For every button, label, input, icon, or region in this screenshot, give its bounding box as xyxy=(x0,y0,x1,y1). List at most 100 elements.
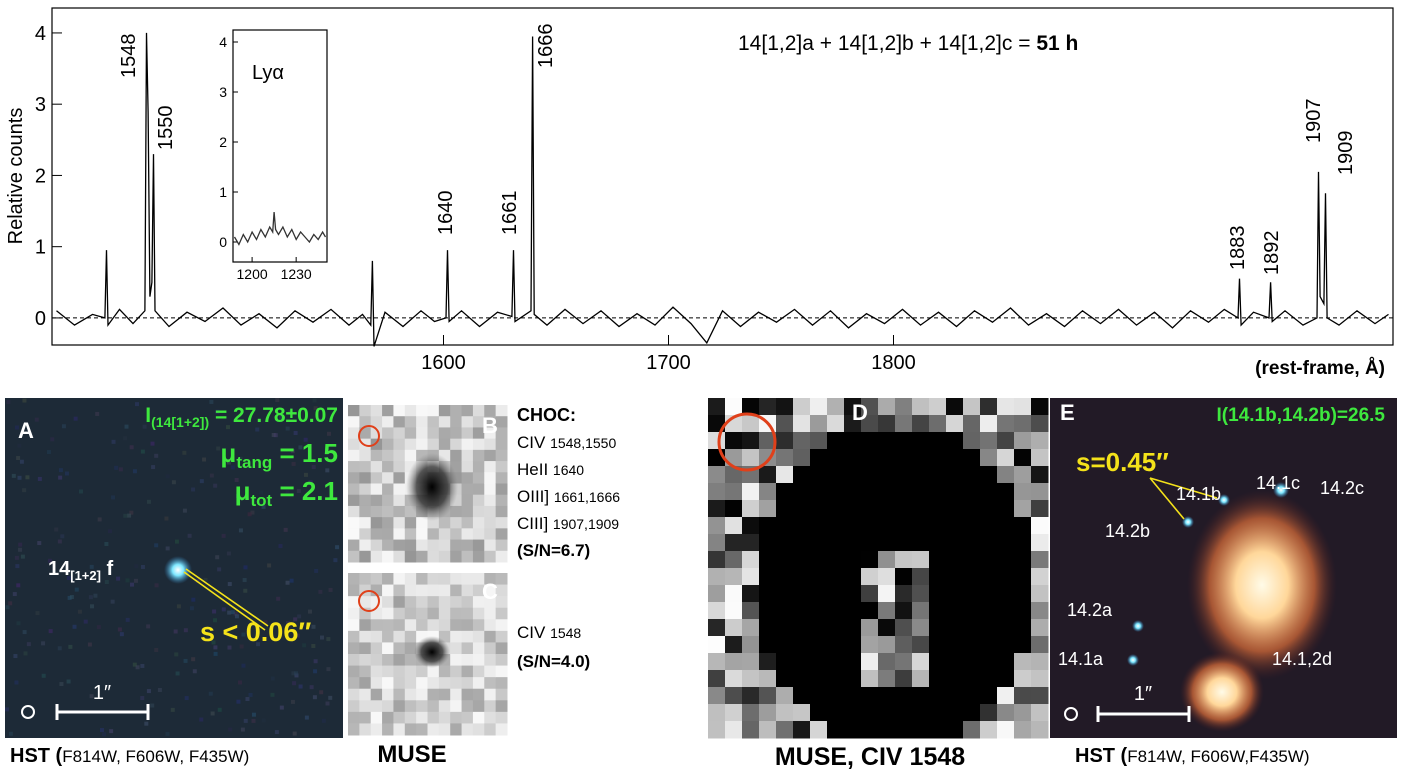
pixel xyxy=(708,483,726,501)
pixel xyxy=(472,584,485,597)
pixel xyxy=(416,539,428,552)
pixel xyxy=(472,550,485,563)
pixel xyxy=(450,517,463,529)
noise-pixel xyxy=(117,627,122,632)
pixel xyxy=(359,619,372,632)
pixel xyxy=(393,438,406,451)
pixel xyxy=(484,405,497,417)
pixel xyxy=(963,551,981,569)
pixel xyxy=(895,636,913,654)
pixel xyxy=(393,427,406,440)
scale-bar xyxy=(1096,706,1191,722)
noise-pixel xyxy=(325,468,330,473)
pixel xyxy=(472,416,485,428)
pixel xyxy=(450,584,463,597)
pixel xyxy=(393,619,406,632)
pixel xyxy=(416,427,428,440)
pixel xyxy=(793,415,811,433)
noise-pixel xyxy=(270,676,275,681)
noise-pixel xyxy=(256,642,261,647)
noise-pixel xyxy=(16,456,21,461)
noise-pixel xyxy=(22,488,27,493)
pixel xyxy=(912,619,930,637)
pixel xyxy=(895,449,913,467)
noise-pixel xyxy=(274,730,279,735)
pixel xyxy=(472,596,485,609)
pixel xyxy=(1014,483,1032,501)
noise-pixel xyxy=(230,610,235,615)
y-tick-label: 3 xyxy=(219,84,227,100)
pixel xyxy=(708,687,726,705)
pixel xyxy=(946,602,964,620)
pixel xyxy=(416,619,428,632)
pixel xyxy=(725,704,743,722)
noise-pixel xyxy=(5,707,10,712)
pixel xyxy=(1014,551,1032,569)
pixel xyxy=(776,602,794,620)
pixel xyxy=(472,677,485,690)
noise-pixel xyxy=(211,640,216,645)
pixel xyxy=(980,432,998,450)
noise-pixel xyxy=(140,449,145,454)
pixel xyxy=(472,461,485,473)
pixel xyxy=(382,677,394,690)
pixel xyxy=(472,723,485,736)
pixel xyxy=(861,636,879,654)
noise-pixel xyxy=(238,456,243,461)
noise-pixel xyxy=(174,652,179,657)
spectrum-line xyxy=(233,211,327,246)
pixel xyxy=(963,398,981,416)
pixel xyxy=(461,494,474,507)
subscript: (14[1+2]) xyxy=(151,414,209,430)
pixel xyxy=(450,449,463,462)
pixel xyxy=(997,534,1015,552)
pixel xyxy=(708,670,726,688)
pixel xyxy=(878,466,896,484)
noise-pixel xyxy=(248,692,253,697)
pixel xyxy=(484,550,497,563)
pixel xyxy=(484,584,497,597)
noise-pixel xyxy=(8,601,13,606)
image-point xyxy=(1182,516,1194,528)
pixel xyxy=(793,653,811,671)
noise-pixel xyxy=(245,697,250,702)
pixel xyxy=(348,607,360,620)
pixel xyxy=(438,539,451,552)
pixel xyxy=(370,494,383,507)
noise-pixel xyxy=(72,624,77,629)
pixel xyxy=(1031,449,1049,467)
pixel xyxy=(742,500,760,518)
pixel xyxy=(404,416,417,428)
pixel xyxy=(793,432,811,450)
y-tick-label: 0 xyxy=(35,308,46,330)
pixel xyxy=(759,517,777,535)
pixel xyxy=(370,517,383,529)
pixel xyxy=(725,602,743,620)
brightness: I(14.1b,14.2b)=26.5 xyxy=(1217,405,1386,426)
pixel xyxy=(438,711,451,724)
pixel xyxy=(708,602,726,620)
line-entry: HeII 1640 xyxy=(517,460,584,479)
noise-pixel xyxy=(267,563,272,568)
pixel xyxy=(495,449,508,462)
y-tick-label: 1 xyxy=(35,237,46,259)
pixel xyxy=(370,461,383,473)
pixel xyxy=(404,630,417,643)
pixel xyxy=(1014,398,1032,416)
pixel xyxy=(450,416,463,428)
text: μ xyxy=(235,476,251,506)
pixel xyxy=(776,721,794,739)
text: 1548,1550 xyxy=(550,435,616,451)
pixel xyxy=(484,688,497,701)
noise-pixel xyxy=(129,445,134,450)
pixel xyxy=(348,677,360,690)
noise-pixel xyxy=(118,467,123,472)
pixel xyxy=(1014,636,1032,654)
pixel xyxy=(861,517,879,535)
scale-label: 1″ xyxy=(1134,683,1152,705)
inset-panel: Lyα 0 1 2 3 4 1200 1230 xyxy=(219,29,328,282)
text: 1548 xyxy=(550,625,581,641)
pixel xyxy=(810,415,828,433)
noise-pixel xyxy=(8,731,13,736)
pixel xyxy=(461,427,474,440)
